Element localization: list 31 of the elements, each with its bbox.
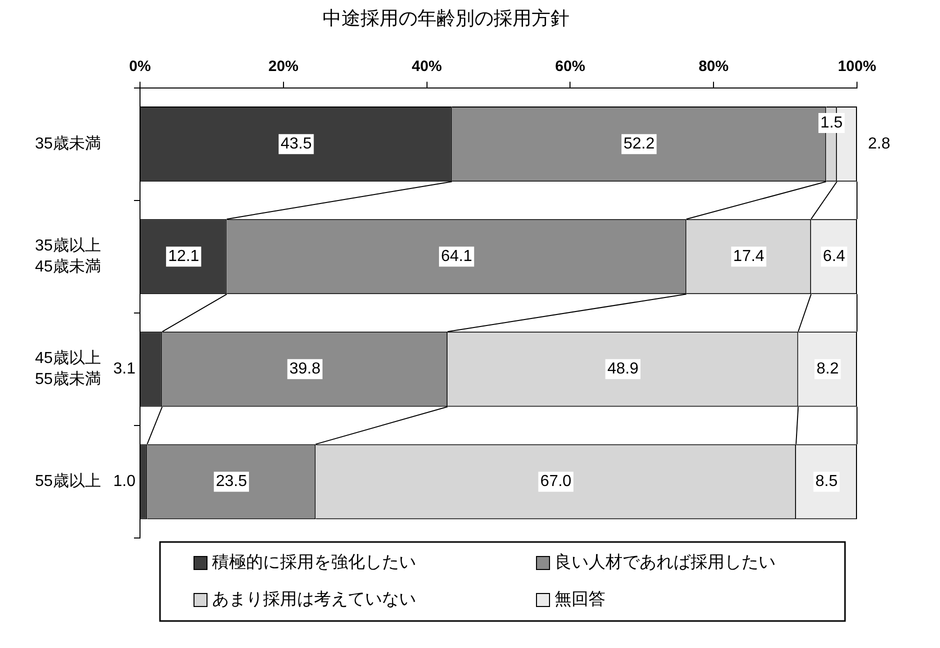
data-label: 1.5 — [820, 114, 843, 132]
x-tick-label: 80% — [698, 58, 729, 75]
y-tick-label: 55歳以上 — [35, 472, 101, 490]
data-label: 43.5 — [280, 135, 312, 152]
data-label: 3.1 — [113, 360, 136, 378]
data-label: 2.8 — [868, 135, 890, 152]
data-label: 8.2 — [816, 360, 839, 378]
x-tick-label: 100% — [838, 58, 876, 75]
chart-title: 中途採用の年齢別の採用方針 — [322, 8, 570, 30]
data-label: 1.0 — [113, 473, 136, 490]
y-tick-label: 35歳未満 — [35, 134, 101, 152]
data-label: 6.4 — [822, 248, 846, 266]
legend-label: 無回答 — [554, 590, 606, 609]
y-tick-label: 45歳以上 55歳未満 — [35, 349, 101, 388]
data-label: 67.0 — [540, 473, 572, 490]
data-label: 12.1 — [168, 248, 200, 266]
x-tick-label: 40% — [412, 58, 442, 75]
data-label: 52.2 — [623, 135, 655, 152]
data-label: 39.8 — [289, 360, 321, 378]
data-label: 17.4 — [733, 248, 764, 266]
legend-label: 積極的に採用を強化したい — [212, 552, 416, 572]
y-tick-label: 35歳以上 45歳未満 — [35, 236, 101, 276]
data-label: 48.9 — [607, 360, 639, 378]
legend-label: 良い人材であれば採用したい — [554, 552, 776, 572]
x-tick-label: 20% — [268, 58, 298, 75]
x-tick-label: 60% — [555, 58, 586, 75]
data-label: 64.1 — [440, 248, 472, 266]
legend-label: あまり採用は考えていない — [212, 590, 416, 609]
data-label: 23.5 — [216, 473, 248, 490]
data-label: 8.5 — [815, 473, 838, 490]
x-tick-label: 0% — [129, 58, 151, 75]
